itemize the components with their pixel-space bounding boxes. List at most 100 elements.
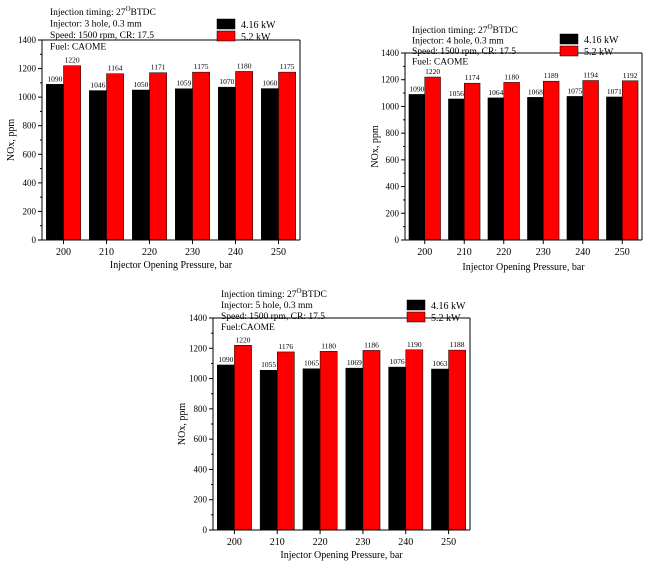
data-label: 1164 <box>108 64 123 73</box>
bar-high-load-210 <box>106 73 124 241</box>
data-label: 1192 <box>623 71 638 80</box>
bar-low-load-200 <box>217 364 235 531</box>
x-tick-label: 220 <box>313 537 328 548</box>
data-label: 1063 <box>433 359 448 368</box>
y-tick-label: 1400 <box>381 48 400 58</box>
legend-label: 4.16 kW <box>431 301 466 312</box>
data-label: 1188 <box>450 340 465 349</box>
bar-low-load-220 <box>487 97 505 241</box>
annotation-line: Injection timing: 27OBTDC <box>50 5 156 18</box>
data-label: 1174 <box>465 73 480 82</box>
data-label: 1180 <box>504 72 519 81</box>
y-tick-label: 200 <box>23 206 37 216</box>
bar-low-load-200 <box>408 94 426 241</box>
x-tick-label: 240 <box>228 247 243 258</box>
annotation-line: Fuel:CAOME <box>221 323 275 333</box>
bar-low-load-200 <box>46 84 64 241</box>
y-tick-label: 1400 <box>189 313 208 323</box>
annotation-text: Fuel: CAOME <box>50 43 106 53</box>
x-tick-label: 200 <box>56 247 71 258</box>
bar-high-load-230 <box>362 350 381 531</box>
bar-high-load-230 <box>543 80 560 241</box>
data-label: 1175 <box>194 62 209 71</box>
bar-high-load-240 <box>405 349 424 531</box>
data-label: 1046 <box>90 81 105 90</box>
legend-label: 5.2 kW <box>431 313 461 324</box>
data-label: 1194 <box>583 71 598 80</box>
y-tick-label: 1000 <box>381 101 400 111</box>
annotation-suffix: BTDC <box>131 8 156 18</box>
data-label: 1180 <box>237 61 252 70</box>
y-tick-label: 1200 <box>381 75 400 85</box>
y-tick-label: 1200 <box>189 343 208 353</box>
data-label: 1065 <box>304 359 319 368</box>
data-label: 1059 <box>176 79 191 88</box>
data-label: 1180 <box>321 341 336 350</box>
y-tick-label: 200 <box>386 208 400 218</box>
annotation-text: Speed: 1500 rpm, CR: 17.5 <box>50 31 154 41</box>
legend: 4.16 kW5.2 kW <box>559 33 619 58</box>
annotation-line: Injector: 4 hole, 0.3 mm <box>412 37 504 47</box>
annotation-line: Speed: 1500 rpm, CR: 17.5 <box>412 47 516 57</box>
bar-low-load-240 <box>218 86 236 241</box>
legend-swatch <box>559 45 579 57</box>
x-tick-label: 230 <box>185 247 200 258</box>
x-tick-label: 250 <box>271 247 286 258</box>
chart-panel-1: 1090 1046 1050 1059 1070 1060 1220 1164 1171 1175… <box>6 5 301 271</box>
data-label: 1068 <box>528 87 543 96</box>
annotation-superscript: O <box>487 23 492 31</box>
y-tick-label: 800 <box>23 121 37 131</box>
bar-high-load-240 <box>582 80 599 241</box>
bar-high-load-230 <box>192 71 210 241</box>
annotation-line: Injector: 3 hole, 0.3 mm <box>50 20 142 30</box>
legend-swatch <box>216 30 236 42</box>
x-axis-title: Injector Opening Pressure, bar <box>462 262 585 273</box>
bar-high-load-200 <box>63 65 81 241</box>
bar-low-load-230 <box>345 367 364 531</box>
bar-low-load-220 <box>132 89 150 241</box>
legend: 4.16 kW5.2 kW <box>406 299 466 324</box>
data-label: 1190 <box>407 340 422 349</box>
legend: 4.16 kW5.2 kW <box>216 18 276 43</box>
x-tick-label: 240 <box>398 537 413 548</box>
data-label: 1075 <box>567 86 582 95</box>
data-label: 1076 <box>390 357 405 366</box>
bar-high-load-220 <box>319 351 338 531</box>
y-tick-label: 800 <box>194 404 208 414</box>
data-label: 1071 <box>607 87 622 96</box>
bar-low-load-240 <box>388 366 407 531</box>
data-label: 1090 <box>47 74 62 83</box>
x-tick-label: 210 <box>457 247 472 258</box>
chart-panel-2: 1090 1056 1064 1068 1075 1071 1220 1174 1180 1189… <box>370 23 643 273</box>
annotation-text: Injection timing: 27 <box>412 26 488 36</box>
y-tick-label: 1000 <box>189 374 208 384</box>
bar-low-load-210 <box>259 369 278 531</box>
legend-swatch <box>406 311 426 323</box>
data-label: 1055 <box>261 360 276 369</box>
annotation-suffix: BTDC <box>302 290 327 300</box>
bar-low-load-250 <box>431 368 449 531</box>
legend-label: 5.2 kW <box>241 32 271 43</box>
annotation-line: Injection timing: 27OBTDC <box>412 23 518 36</box>
y-tick-label: 400 <box>23 178 37 188</box>
annotation-line: Speed: 1500 rpm, CR: 17.5 <box>221 312 325 322</box>
bar-high-load-210 <box>277 351 295 531</box>
y-tick-label: 600 <box>386 155 400 165</box>
bar-low-load-210 <box>448 98 465 241</box>
data-label: 1186 <box>364 340 379 349</box>
annotation-text: Injector: 5 hole, 0.3 mm <box>221 301 313 311</box>
legend-label: 5.2 kW <box>584 47 614 58</box>
legend-swatch <box>406 299 426 311</box>
x-tick-label: 200 <box>417 247 432 258</box>
y-tick-label: 400 <box>194 464 208 474</box>
bar-high-load-240 <box>235 71 253 241</box>
annotation-superscript: O <box>125 5 130 13</box>
bar-low-load-210 <box>89 90 107 241</box>
data-label: 1050 <box>133 80 148 89</box>
y-tick-label: 0 <box>32 235 37 245</box>
x-tick-label: 220 <box>496 247 511 258</box>
x-tick-label: 230 <box>355 537 370 548</box>
annotation-text: Fuel: CAOME <box>412 58 468 68</box>
data-label: 1090 <box>409 84 424 93</box>
